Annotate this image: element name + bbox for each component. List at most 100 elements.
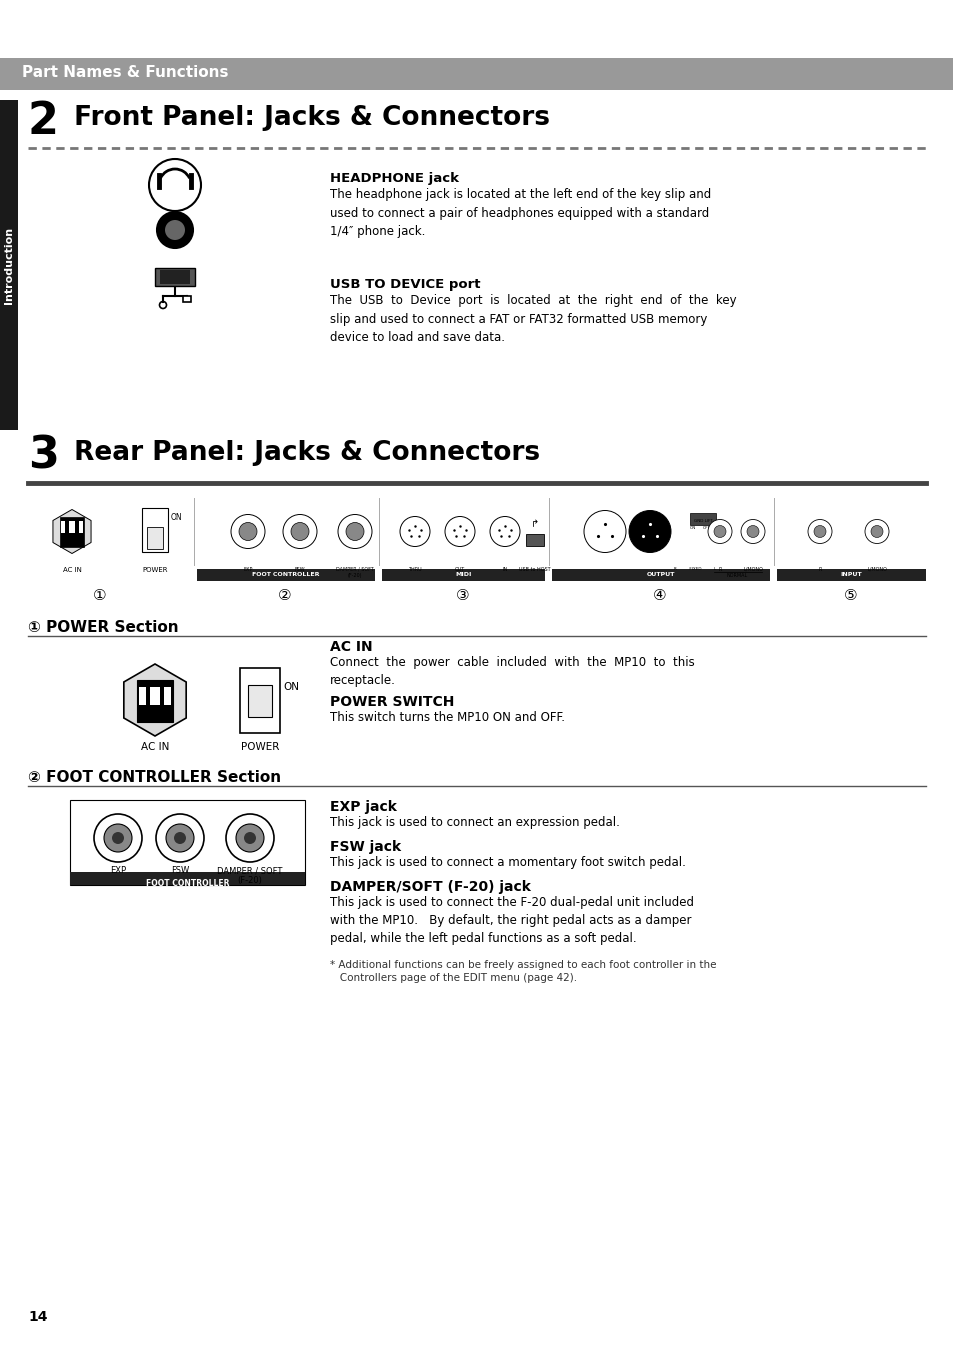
Text: ↱: ↱: [531, 520, 538, 529]
Bar: [248, 684, 272, 717]
Circle shape: [159, 301, 167, 309]
Text: FSW: FSW: [171, 865, 189, 875]
Text: OUT: OUT: [455, 567, 465, 572]
Text: The  USB  to  Device  port  is  located  at  the  right  end  of  the  key
slip : The USB to Device port is located at the…: [330, 294, 736, 344]
Circle shape: [112, 832, 124, 844]
Circle shape: [399, 517, 430, 547]
Text: NORMAL: NORMAL: [725, 572, 747, 578]
Text: ON: ON: [171, 513, 182, 522]
Bar: [69, 521, 75, 533]
Bar: [61, 521, 65, 533]
Bar: [147, 528, 163, 549]
Bar: [525, 535, 543, 547]
Text: ①: ①: [93, 589, 107, 603]
Text: FOOT CONTROLLER: FOOT CONTROLLER: [146, 879, 229, 888]
Bar: [164, 687, 171, 705]
Text: EXP: EXP: [110, 865, 126, 875]
Text: The headphone jack is located at the left end of the key slip and
used to connec: The headphone jack is located at the lef…: [330, 188, 711, 238]
Text: IN: IN: [502, 567, 507, 572]
Text: FSW jack: FSW jack: [330, 840, 400, 855]
Bar: [142, 509, 168, 552]
Text: DAMPER/SOFT (F-20) jack: DAMPER/SOFT (F-20) jack: [330, 880, 530, 894]
Text: POWER: POWER: [142, 567, 168, 572]
Text: ① POWER Section: ① POWER Section: [28, 620, 178, 634]
Text: USB to HOST: USB to HOST: [518, 567, 550, 572]
Bar: [79, 521, 83, 533]
Text: R: R: [818, 567, 821, 572]
Circle shape: [173, 832, 186, 844]
Text: ③: ③: [456, 589, 469, 603]
Text: * Additional functions can be freely assigned to each foot controller in the
   : * Additional functions can be freely ass…: [330, 960, 716, 983]
Text: ④: ④: [653, 589, 666, 603]
Text: GND LIFT: GND LIFT: [693, 520, 712, 524]
Text: MIDI: MIDI: [455, 572, 471, 576]
Bar: [137, 680, 172, 722]
Text: AC IN: AC IN: [141, 743, 169, 752]
Circle shape: [807, 520, 831, 544]
Bar: [60, 517, 84, 548]
Text: FOOT CONTROLLER: FOOT CONTROLLER: [252, 572, 319, 576]
Circle shape: [337, 514, 372, 548]
Circle shape: [149, 159, 201, 211]
Circle shape: [346, 522, 364, 540]
Circle shape: [870, 525, 882, 537]
Text: Part Names & Functions: Part Names & Functions: [22, 65, 229, 80]
Text: This jack is used to connect the F-20 dual-pedal unit included
with the MP10.   : This jack is used to connect the F-20 du…: [330, 896, 693, 945]
Text: Rear Panel: Jacks & Connectors: Rear Panel: Jacks & Connectors: [65, 440, 539, 466]
Circle shape: [156, 814, 204, 863]
Bar: [552, 568, 769, 580]
Circle shape: [244, 832, 255, 844]
Circle shape: [490, 517, 519, 547]
Text: L/MONO: L/MONO: [866, 567, 886, 572]
Text: 2: 2: [28, 100, 59, 143]
Circle shape: [813, 525, 825, 537]
Text: This jack is used to connect an expression pedal.: This jack is used to connect an expressi…: [330, 815, 619, 829]
Circle shape: [235, 824, 264, 852]
Circle shape: [226, 814, 274, 863]
Circle shape: [239, 522, 256, 540]
Circle shape: [444, 517, 475, 547]
Text: ON: ON: [689, 526, 696, 531]
Text: FSW: FSW: [294, 567, 305, 572]
Circle shape: [713, 525, 725, 537]
Bar: [154, 269, 194, 286]
Circle shape: [166, 824, 193, 852]
Bar: [196, 568, 375, 580]
Text: ②: ②: [278, 589, 292, 603]
Bar: [0, 58, 953, 90]
Bar: [689, 513, 716, 525]
Bar: [160, 270, 190, 284]
Circle shape: [864, 520, 888, 544]
Text: This switch turns the MP10 ON and OFF.: This switch turns the MP10 ON and OFF.: [330, 711, 564, 724]
Text: POWER SWITCH: POWER SWITCH: [330, 695, 454, 709]
Circle shape: [104, 824, 132, 852]
Circle shape: [94, 814, 142, 863]
Text: INPUT: INPUT: [840, 572, 862, 576]
Circle shape: [165, 220, 185, 240]
Bar: [70, 872, 305, 886]
Bar: [0, 100, 18, 431]
Polygon shape: [53, 509, 91, 554]
Text: HEADPHONE jack: HEADPHONE jack: [330, 171, 458, 185]
Circle shape: [583, 510, 625, 552]
Text: ⑤: ⑤: [843, 589, 857, 603]
Text: R          FIXED          L: R FIXED L: [673, 567, 716, 571]
Text: POWER: POWER: [240, 743, 279, 752]
Text: R: R: [718, 567, 720, 572]
Circle shape: [283, 514, 316, 548]
Text: DAMPER / SOFT
(F-20): DAMPER / SOFT (F-20): [217, 865, 282, 886]
Text: USB TO DEVICE port: USB TO DEVICE port: [330, 278, 480, 292]
Circle shape: [231, 514, 265, 548]
Text: 3: 3: [28, 435, 59, 478]
Text: AC IN: AC IN: [63, 567, 81, 572]
Bar: [240, 668, 280, 733]
Text: ② FOOT CONTROLLER Section: ② FOOT CONTROLLER Section: [28, 769, 281, 784]
Text: L/MONO: L/MONO: [742, 567, 762, 572]
Circle shape: [746, 525, 759, 537]
Text: This jack is used to connect a momentary foot switch pedal.: This jack is used to connect a momentary…: [330, 856, 685, 869]
Text: ON: ON: [283, 682, 298, 693]
Circle shape: [707, 520, 731, 544]
Text: EXP jack: EXP jack: [330, 801, 396, 814]
Bar: [776, 568, 925, 580]
Text: Connect  the  power  cable  included  with  the  MP10  to  this
receptacle.: Connect the power cable included with th…: [330, 656, 694, 687]
